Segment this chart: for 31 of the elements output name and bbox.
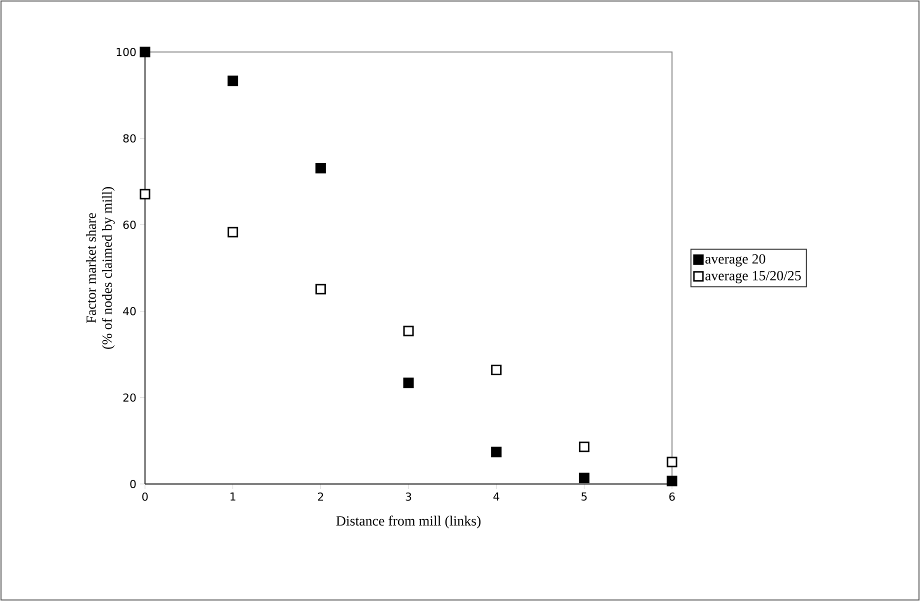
point xyxy=(315,284,326,294)
point xyxy=(578,442,590,452)
y-tick-label: 40 xyxy=(123,307,136,316)
point xyxy=(403,326,414,336)
legend-label: average 15/20/25 xyxy=(705,270,801,284)
y-tick-label: 80 xyxy=(123,134,136,143)
y-tick-label: 0 xyxy=(130,480,136,488)
y-axis-title: Factor market share (% of nodes claimed by mill) xyxy=(86,187,115,349)
y-tick-label: 100 xyxy=(116,48,136,56)
x-tick-label: 3 xyxy=(406,492,412,501)
legend-label: average 20 xyxy=(705,254,766,267)
y-tick-label: 20 xyxy=(123,393,136,402)
x-tick-label: 2 xyxy=(318,492,324,501)
point xyxy=(578,472,590,484)
x-axis-title: Distance from mill (links) xyxy=(336,516,481,528)
point xyxy=(491,364,502,376)
x-tick-label: 1 xyxy=(230,492,236,500)
x-tick-label: 0 xyxy=(142,492,148,501)
point xyxy=(491,446,502,458)
point xyxy=(140,188,150,200)
y-tick-label: 60 xyxy=(123,220,136,229)
point xyxy=(228,226,238,238)
point xyxy=(666,476,678,486)
x-tick-label: 6 xyxy=(669,492,675,501)
point xyxy=(666,456,678,468)
x-tick-label: 4 xyxy=(493,492,500,500)
x-tick-label: 5 xyxy=(582,492,587,501)
point xyxy=(403,378,414,388)
point xyxy=(140,46,150,58)
point xyxy=(315,162,326,174)
point xyxy=(228,76,238,86)
